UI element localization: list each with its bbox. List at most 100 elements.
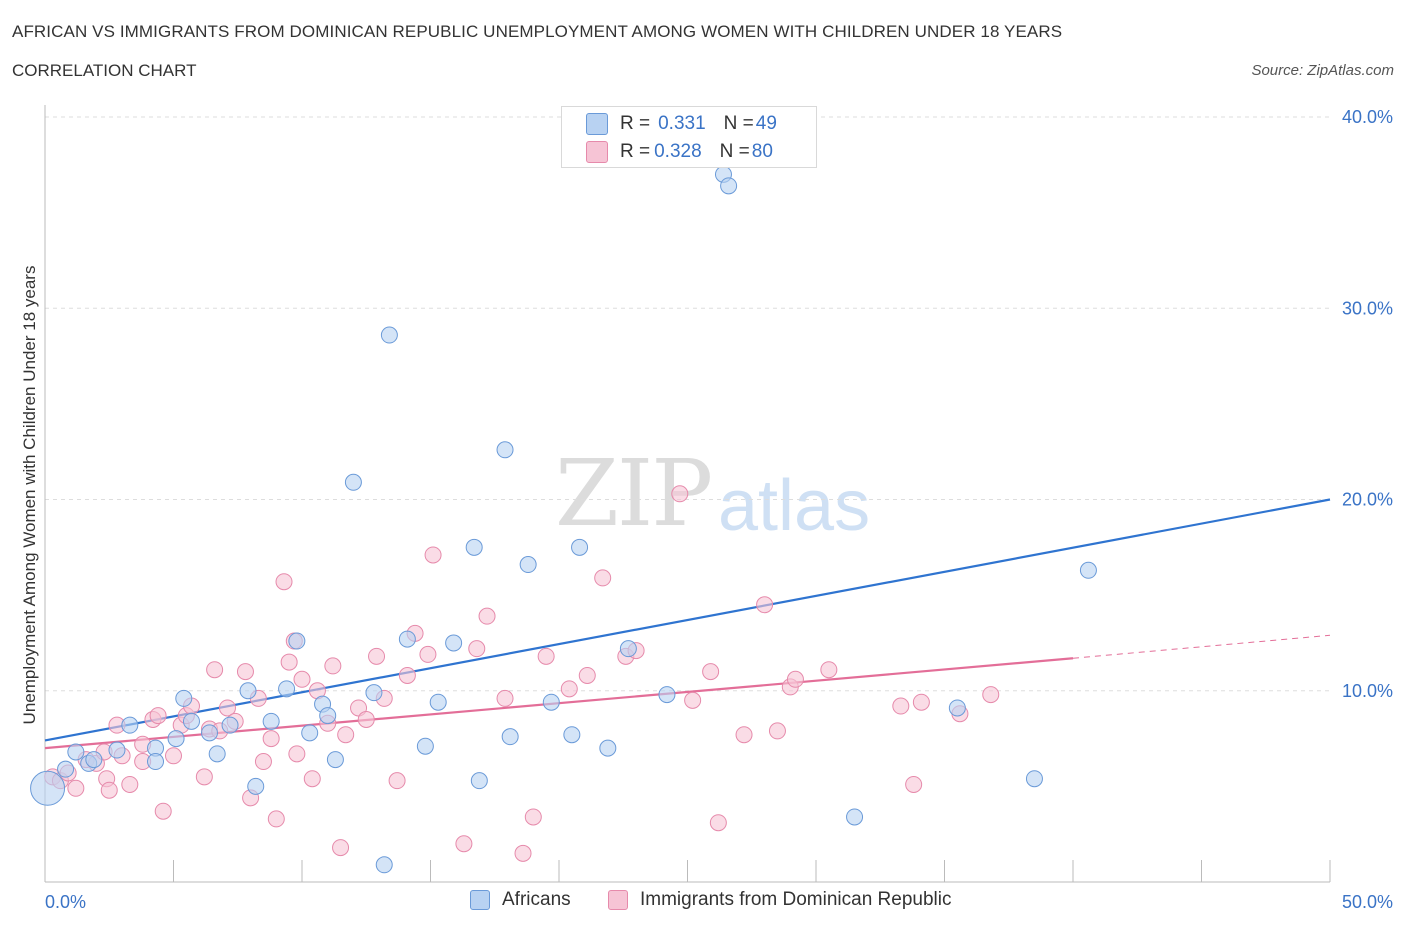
africans-point: [501, 728, 519, 746]
dominican-point: [165, 747, 182, 765]
dominican-point: [478, 607, 496, 625]
dominican-swatch: [586, 141, 608, 163]
dominican-point: [67, 779, 85, 797]
dominican-point: [332, 839, 350, 857]
stats-row-africans: R = 0.331 N = 49: [586, 113, 777, 135]
dominican-point: [982, 686, 1000, 704]
dominican-point: [267, 810, 285, 828]
watermark-atlas: atlas: [718, 466, 871, 546]
data-points: [30, 165, 1097, 874]
r-value-africans: 0.331: [658, 113, 706, 134]
africans-legend-swatch: [470, 890, 490, 910]
africans-point: [85, 751, 103, 769]
stats-row-dominican: R = 0.328 N = 80: [586, 141, 773, 163]
y-tick-label: 10.0%: [1342, 681, 1393, 701]
africans-point: [599, 739, 617, 757]
africans-point: [619, 640, 637, 658]
africans-point: [542, 693, 560, 711]
dominican-point: [594, 569, 612, 587]
x-tick-label: 50.0%: [1342, 892, 1393, 912]
y-tick-label: 20.0%: [1342, 490, 1393, 510]
dominican-point: [768, 722, 786, 740]
africans-point: [200, 724, 218, 742]
n-label: N =: [723, 113, 754, 134]
dominican-point: [100, 781, 118, 799]
legend-item-dominican[interactable]: Immigrants from Dominican Republic: [608, 889, 952, 911]
axes: [44, 105, 1331, 883]
dominican-point: [912, 693, 930, 711]
africans-point: [445, 634, 463, 652]
dominican-point: [324, 657, 342, 675]
africans-point: [1025, 770, 1043, 788]
africans-point: [948, 699, 966, 717]
dominican-point: [756, 596, 774, 614]
dominican-point: [388, 772, 406, 790]
africans-point: [380, 326, 398, 344]
dominican-point: [206, 661, 224, 679]
dominican-point: [419, 645, 437, 663]
dominican-point: [121, 775, 139, 793]
africans-point: [221, 716, 239, 734]
dominican-point: [218, 699, 236, 717]
africans-point: [344, 473, 362, 491]
dominican-point: [398, 666, 416, 684]
y-tick-label: 40.0%: [1342, 107, 1393, 127]
africans-point: [208, 745, 226, 763]
dominican-point: [905, 775, 923, 793]
dominican-point: [149, 707, 167, 725]
r-value-dominican: 0.328: [654, 141, 702, 162]
africans-point: [365, 684, 383, 702]
dominican-point: [337, 726, 355, 744]
dominican-point: [537, 647, 555, 665]
africans-point: [375, 856, 393, 874]
africans-point: [429, 693, 447, 711]
trend-lines: [44, 498, 1331, 750]
source-label: Source: ZipAtlas.com: [1251, 62, 1394, 79]
series-legend: Africans Immigrants from Dominican Repub…: [0, 889, 1406, 915]
dominican-point: [275, 573, 293, 591]
africans-point: [278, 680, 296, 698]
x-tick-label: 0.0%: [45, 892, 86, 912]
dominican-point: [262, 730, 280, 748]
y-tick-label: 30.0%: [1342, 298, 1393, 318]
dominican-point: [524, 808, 542, 826]
dominican-point: [236, 663, 254, 681]
n-label: N =: [719, 141, 750, 162]
africans-point: [658, 686, 676, 704]
dominican-point: [786, 670, 804, 688]
dominican-point: [303, 770, 321, 788]
n-value-dominican: 80: [751, 141, 773, 162]
africans-swatch: [586, 113, 608, 135]
africans-point: [182, 712, 200, 730]
dominican-point: [702, 663, 720, 681]
dominican-point: [892, 697, 910, 715]
r-label: R =: [620, 113, 651, 134]
dominican-point: [357, 710, 375, 728]
legend-label-africans: Africans: [502, 889, 571, 910]
dominican-point: [684, 691, 702, 709]
africans-point: [301, 724, 319, 742]
tick-labels: 10.0% 20.0% 30.0% 40.0% 0.0% 50.0%: [45, 107, 1393, 912]
africans-point: [720, 177, 738, 195]
africans-point: [30, 770, 66, 806]
africans-point: [57, 760, 75, 778]
dominican-point: [455, 835, 473, 853]
dominican-point: [424, 546, 442, 564]
africans-point: [496, 441, 514, 459]
dominican-legend-swatch: [608, 890, 628, 910]
africans-point: [262, 712, 280, 730]
dominican-point: [578, 666, 596, 684]
dominican-trend-extension: [1072, 634, 1331, 659]
africans-point: [563, 726, 581, 744]
chart-subtitle: CORRELATION CHART: [12, 61, 197, 80]
africans-point: [470, 772, 488, 790]
africans-point: [398, 630, 416, 648]
africans-point: [288, 632, 306, 650]
stats-legend: R = 0.331 N = 49 R = 0.328 N = 80: [561, 106, 817, 168]
africans-point: [571, 538, 589, 556]
dominican-point: [293, 670, 311, 688]
africans-point: [147, 753, 165, 771]
africans-point: [239, 682, 257, 700]
r-label: R =: [620, 141, 651, 162]
legend-item-africans[interactable]: Africans: [470, 889, 571, 911]
